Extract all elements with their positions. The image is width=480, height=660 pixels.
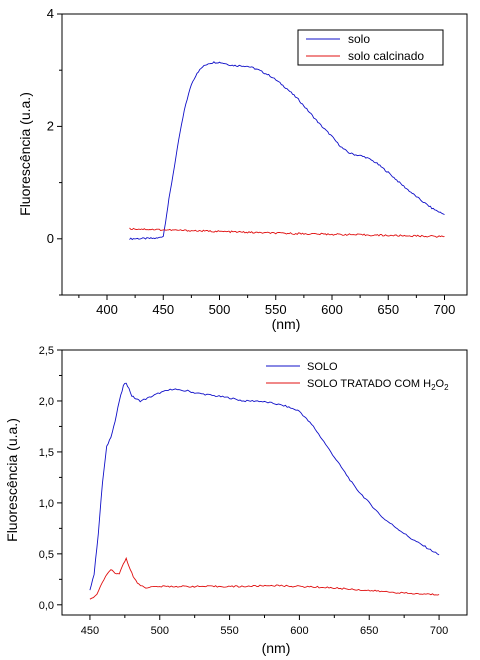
x-tick-label: 450 xyxy=(152,302,174,317)
series-group xyxy=(129,61,445,241)
legend-label-part: SOLO TRATADO COM H xyxy=(307,378,431,390)
y-tick-label: 0,0 xyxy=(39,600,54,612)
chart-bottom: 450 500 550 600 650 700 0,0 0,5 1,0 1,5 2,0 2,5 Flu… xyxy=(4,345,468,656)
legend: solo solo calcinado xyxy=(297,29,444,66)
y-tick-label: 4 xyxy=(47,6,54,21)
legend-label-solo-tratado: SOLO TRATADO COM H2O2 xyxy=(307,378,449,392)
chart-top: 400 450 500 550 600 650 700 0 2 4 Fluorescência (… xyxy=(17,6,468,332)
y-tick-label: 1,5 xyxy=(39,447,54,459)
x-tick-label: 650 xyxy=(360,625,378,637)
plot-area-frame xyxy=(61,13,468,296)
x-tick-label: 500 xyxy=(209,302,231,317)
y-tick-label: 2,0 xyxy=(39,396,54,408)
legend-label-subscript: 2 xyxy=(444,383,449,392)
series-line-1 xyxy=(89,382,440,591)
axis-ticks: 450 500 550 600 650 700 0,0 0,5 1,0 1,5 2,0 2,5 xyxy=(39,345,449,637)
x-tick-label: 700 xyxy=(430,625,448,637)
y-tick-label: 0,5 xyxy=(39,549,54,561)
x-tick-label: 400 xyxy=(96,302,118,317)
x-tick-label: 700 xyxy=(434,302,456,317)
series-line-2 xyxy=(89,556,440,600)
x-tick-label: 600 xyxy=(290,625,308,637)
legend: SOLO SOLO TRATADO COM H2O2 xyxy=(266,361,449,392)
y-tick-label: 0 xyxy=(47,231,54,246)
x-tick-label: 600 xyxy=(321,302,343,317)
series-group xyxy=(89,382,440,600)
y-axis-label: Fluorescência (u.a.) xyxy=(4,418,20,542)
x-tick-label: 500 xyxy=(151,625,169,637)
x-axis-label: (nm) xyxy=(262,640,291,656)
x-tick-label: 550 xyxy=(220,625,238,637)
y-tick-label: 1,0 xyxy=(39,498,54,510)
series-line-2 xyxy=(129,227,445,238)
legend-label-solo: SOLO xyxy=(307,361,338,373)
legend-label-part: O xyxy=(436,378,445,390)
series-line-1 xyxy=(129,61,445,241)
legend-label-subscript: 2 xyxy=(431,383,436,392)
axis-ticks: 400 450 500 550 600 650 700 0 2 4 xyxy=(47,6,456,317)
legend-box xyxy=(297,29,444,66)
x-axis-label: (nm) xyxy=(272,316,301,332)
x-tick-label: 550 xyxy=(265,302,287,317)
y-tick-label: 2,5 xyxy=(39,345,54,357)
x-tick-label: 650 xyxy=(377,302,399,317)
legend-label-solo: solo xyxy=(348,32,370,46)
y-tick-label: 2 xyxy=(47,118,54,133)
x-tick-label: 450 xyxy=(81,625,99,637)
legend-label-solo-calcinado: solo calcinado xyxy=(348,49,424,63)
y-axis-label: Fluorescência (u.a.) xyxy=(17,92,33,216)
